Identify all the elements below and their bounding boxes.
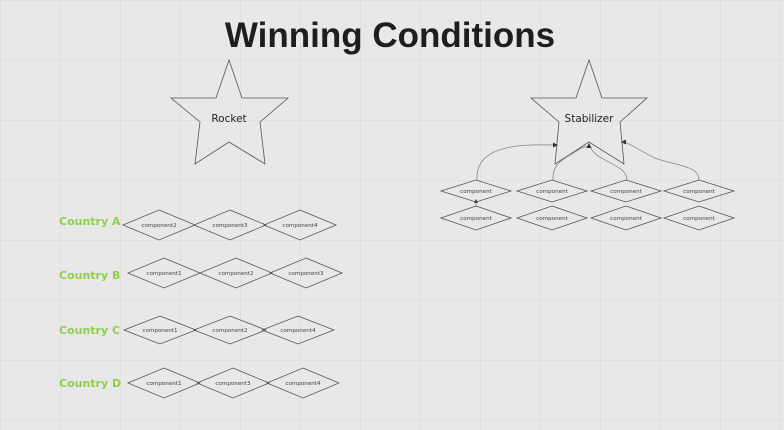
country-a-label: Country A xyxy=(59,215,121,228)
component-label: component2 xyxy=(141,223,176,229)
component-label: component xyxy=(610,189,642,195)
component-label: component1 xyxy=(146,271,182,277)
component-diamond xyxy=(662,205,736,231)
component-diamond xyxy=(589,179,663,203)
component-diamond xyxy=(198,257,274,289)
component-diamond xyxy=(262,209,338,241)
connector-line xyxy=(589,145,628,181)
arrowhead-icon xyxy=(553,142,558,148)
stabilizer-label: Stabilizer xyxy=(565,113,615,125)
country-b-label: Country B xyxy=(59,269,120,282)
component-diamond xyxy=(192,209,268,241)
arrowhead-icon xyxy=(621,139,626,145)
component-diamond xyxy=(121,209,197,241)
country-b-component-1[interactable]: component1 xyxy=(126,257,202,289)
country-d-label: Country D xyxy=(59,377,121,390)
component-label: component2 xyxy=(212,328,247,334)
component-diamond xyxy=(439,205,513,231)
country-b-component-3[interactable]: component3 xyxy=(268,257,344,289)
connector-line xyxy=(476,144,557,181)
country-a-component-1[interactable]: component2 xyxy=(121,209,197,241)
component-diamond xyxy=(589,205,663,231)
stabilizer-component-top-2[interactable]: component xyxy=(515,179,589,203)
component-label: component3 xyxy=(288,271,324,277)
component-label: component xyxy=(536,216,568,222)
component-diamond xyxy=(439,179,513,203)
component-label: component xyxy=(610,216,642,222)
stabilizer-star-shape xyxy=(529,58,649,165)
component-label: component1 xyxy=(146,381,182,387)
rocket-label: Rocket xyxy=(211,113,246,125)
component-diamond xyxy=(126,367,202,399)
stabilizer-component-top-1[interactable]: component xyxy=(439,179,513,203)
component-label: component4 xyxy=(282,223,318,229)
component-diamond xyxy=(260,315,336,345)
component-diamond xyxy=(192,315,268,345)
component-label: component3 xyxy=(212,223,248,229)
component-label: component4 xyxy=(280,328,316,334)
country-d-component-3[interactable]: component4 xyxy=(265,367,341,399)
component-diamond xyxy=(515,205,589,231)
connector-line xyxy=(622,141,700,181)
stabilizer-component-top-3[interactable]: component xyxy=(589,179,663,203)
component-label: component xyxy=(536,189,568,195)
component-diamond xyxy=(515,179,589,203)
component-label: component xyxy=(460,216,492,222)
component-label: component3 xyxy=(215,381,251,387)
stabilizer-component-bottom-4[interactable]: component xyxy=(662,205,736,231)
component-diamond xyxy=(122,315,198,345)
rocket-star[interactable]: Rocket xyxy=(169,58,290,165)
component-diamond xyxy=(126,257,202,289)
component-diamond xyxy=(195,367,271,399)
stabilizer-connectors xyxy=(474,139,700,207)
arrowhead-icon xyxy=(586,143,592,148)
component-label: component xyxy=(683,216,715,222)
country-a-component-2[interactable]: component3 xyxy=(192,209,268,241)
stabilizer-component-bottom-1[interactable]: component xyxy=(439,205,513,231)
component-label: component xyxy=(460,189,492,195)
country-c-component-1[interactable]: component1 xyxy=(122,315,198,345)
component-diamond xyxy=(268,257,344,289)
component-diamond xyxy=(265,367,341,399)
country-c-label: Country C xyxy=(59,324,120,337)
country-a-component-3[interactable]: component4 xyxy=(262,209,338,241)
component-diamond xyxy=(662,179,736,203)
country-b-component-2[interactable]: component2 xyxy=(198,257,274,289)
component-label: component xyxy=(683,189,715,195)
rocket-star-shape xyxy=(169,58,290,165)
stabilizer-component-bottom-2[interactable]: component xyxy=(515,205,589,231)
country-d-component-1[interactable]: component1 xyxy=(126,367,202,399)
country-d-component-2[interactable]: component3 xyxy=(195,367,271,399)
component-label: component4 xyxy=(285,381,321,387)
connector-line xyxy=(552,145,589,181)
stabilizer-component-bottom-3[interactable]: component xyxy=(589,205,663,231)
stabilizer-star[interactable]: Stabilizer xyxy=(529,58,649,165)
country-c-component-3[interactable]: component4 xyxy=(260,315,336,345)
component-label: component1 xyxy=(142,328,178,334)
country-c-component-2[interactable]: component2 xyxy=(192,315,268,345)
board-title: Winning Conditions xyxy=(225,16,555,55)
stabilizer-component-top-4[interactable]: component xyxy=(662,179,736,203)
component-label: component2 xyxy=(218,271,253,277)
